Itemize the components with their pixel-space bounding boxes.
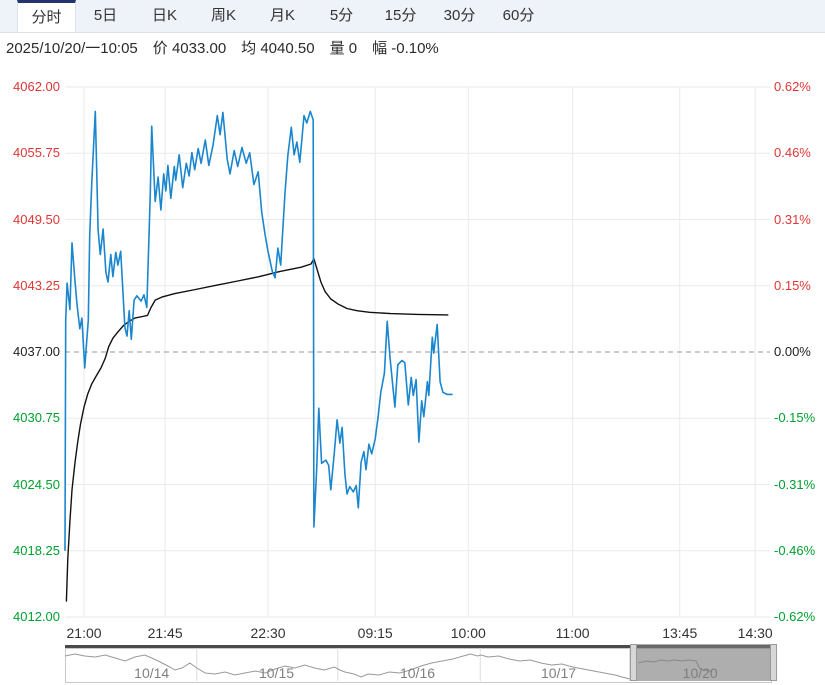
- y-axis-right-label-7: -0.46%: [774, 542, 816, 558]
- navigator-right-handle[interactable]: [770, 644, 777, 681]
- y-axis-right-label-6: -0.31%: [774, 476, 816, 492]
- quote-info-bar: 2025/10/20/一10:05 价 4033.00 均 4040.50 量 …: [0, 33, 825, 61]
- x-axis-label-2100: 21:00: [66, 625, 102, 641]
- tab-intraday[interactable]: 分时: [17, 0, 76, 32]
- tab-15min[interactable]: 15分: [384, 7, 417, 24]
- x-axis-label-1000: 10:00: [450, 625, 486, 641]
- y-axis-left-label-5: 4030.75: [13, 410, 60, 426]
- navigator-left-handle[interactable]: [629, 644, 637, 681]
- x-axis-label-1100: 11:00: [555, 625, 590, 641]
- navigator-top-bar: [65, 645, 770, 648]
- y-axis-left-label-0: 4062.00: [13, 79, 60, 94]
- chart-period-tabbar: 分时 5日 日K 周K 月K 5分 15分 30分 60分: [0, 0, 825, 33]
- y-axis-right-label-3: 0.15%: [774, 277, 811, 293]
- tab-60min[interactable]: 60分: [502, 7, 535, 24]
- x-axis-label-1430: 14:30: [737, 625, 773, 641]
- y-axis-right-label-5: -0.15%: [774, 410, 816, 426]
- navigator-date-label-2: 10/16: [399, 665, 436, 681]
- tab-daily-k[interactable]: 日K: [151, 7, 177, 24]
- y-axis-left-label-7: 4018.25: [13, 542, 60, 558]
- y-axis-left-label-4: 4037.00: [13, 344, 60, 359]
- y-axis-left-label-2: 4049.50: [13, 211, 60, 227]
- tab-5min[interactable]: 5分: [329, 7, 354, 24]
- y-axis-left-label-3: 4043.25: [13, 277, 60, 293]
- x-axis-label-1345: 13:45: [662, 625, 698, 641]
- y-axis-right-label-4: 0.00%: [774, 344, 811, 359]
- y-axis-right-label-8: -0.62%: [774, 609, 816, 624]
- quote-volume: 量 0: [329, 39, 358, 57]
- x-axis-label-2230: 22:30: [250, 625, 286, 641]
- tab-5day[interactable]: 5日: [93, 7, 118, 24]
- y-axis-left-label-6: 4024.50: [13, 476, 60, 492]
- quote-datetime: 2025/10/20/一10:05: [6, 39, 138, 57]
- tab-monthly-k[interactable]: 月K: [269, 7, 295, 24]
- y-axis-left-label-1: 4055.75: [13, 145, 60, 161]
- navigator-date-label-0: 10/14: [134, 665, 170, 681]
- x-axis-label-2145: 21:45: [147, 625, 183, 641]
- y-axis-right-label-0: 0.62%: [774, 79, 811, 94]
- navigator-date-label-1: 10/15: [258, 665, 295, 681]
- y-axis-right-label-2: 0.31%: [774, 211, 811, 227]
- tab-weekly-k[interactable]: 周K: [210, 7, 236, 24]
- navigator-selection-window[interactable]: [636, 644, 770, 681]
- x-axis-label-0915: 09:15: [357, 625, 393, 641]
- tab-30min[interactable]: 30分: [443, 7, 476, 24]
- quote-price: 价 4033.00: [152, 39, 227, 57]
- y-axis-right-label-1: 0.46%: [774, 145, 811, 161]
- quote-average: 均 4040.50: [241, 39, 315, 57]
- navigator-date-label-3: 10/17: [540, 665, 577, 681]
- quote-change-percent: 幅 -0.10%: [372, 39, 439, 57]
- chart-plot-area[interactable]: [65, 87, 770, 617]
- y-axis-left-label-8: 4012.00: [13, 609, 60, 624]
